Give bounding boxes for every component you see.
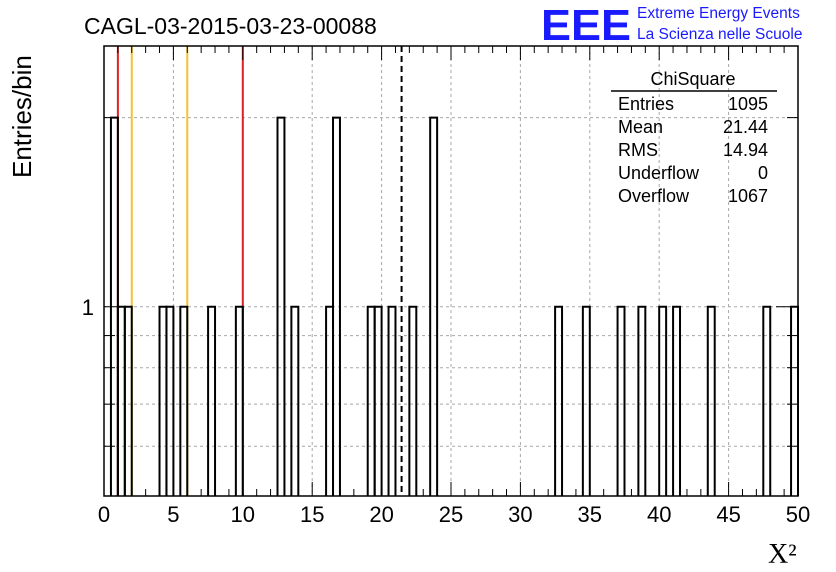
stats-box: ChiSquare Entries 1095 Mean 21.44 RMS 14… [611,69,777,206]
stats-value-rms: 14.94 [723,140,768,160]
x-tick-label: 45 [716,502,740,527]
histogram-bar [234,305,244,496]
stats-title: ChiSquare [650,69,735,89]
logo-mark: EEE [541,1,631,50]
x-tick-label: 5 [167,502,179,527]
histogram-bar [554,305,564,496]
x-tick-label: 50 [786,502,810,527]
histogram-bar [762,305,772,496]
stats-label-rms: RMS [618,140,658,160]
histogram-bar [408,305,418,496]
stats-label-underflow: Underflow [618,163,700,183]
x-tick-label: 25 [439,502,463,527]
stats-value-overflow: 1067 [728,186,768,206]
histogram-bar [658,305,668,496]
x-tick-label: 35 [578,502,602,527]
y-axis-label: Entries/bin [7,55,37,178]
y-tick-label: 1 [82,295,94,320]
chart-title: CAGL-03-2015-03-23-00088 [84,13,377,39]
logo-line-2: La Scienza nelle Scuole [637,26,802,43]
x-tick-label: 40 [647,502,671,527]
histogram-bar [165,305,175,496]
histogram-bar [276,116,286,496]
histogram-bar [581,305,591,496]
stats-label-overflow: Overflow [618,186,690,206]
axes: 0 5 10 15 20 25 30 35 40 45 50 1 [82,45,810,527]
histogram-bar [123,305,133,496]
stats-label-mean: Mean [618,117,663,137]
stats-label-entries: Entries [618,94,674,114]
histogram-bar [179,305,189,496]
x-tick-label: 30 [508,502,532,527]
logo-line-1: Extreme Energy Events [637,5,800,22]
x-tick-label: 10 [231,502,255,527]
histogram-bar [290,305,300,496]
histogram-bar [373,305,383,496]
histogram-bar [706,305,716,496]
stats-value-entries: 1095 [728,94,768,114]
histogram-bar [429,116,439,496]
histogram-bar [637,305,647,496]
histogram-bars [109,116,799,496]
histogram-bar [672,305,682,496]
eee-logo: EEE Extreme Energy Events La Scienza nel… [541,1,802,50]
x-axis-label: Χ² [768,539,797,570]
histogram-bar [387,305,397,496]
x-tick-label: 15 [300,502,324,527]
stats-value-mean: 21.44 [723,117,768,137]
x-tick-label: 0 [98,502,110,527]
histogram-bar [616,305,626,496]
histogram-bar [207,305,217,496]
histogram-bar [332,116,341,496]
grid [104,46,798,496]
x-tick-label: 20 [369,502,393,527]
stats-value-underflow: 0 [758,163,768,183]
